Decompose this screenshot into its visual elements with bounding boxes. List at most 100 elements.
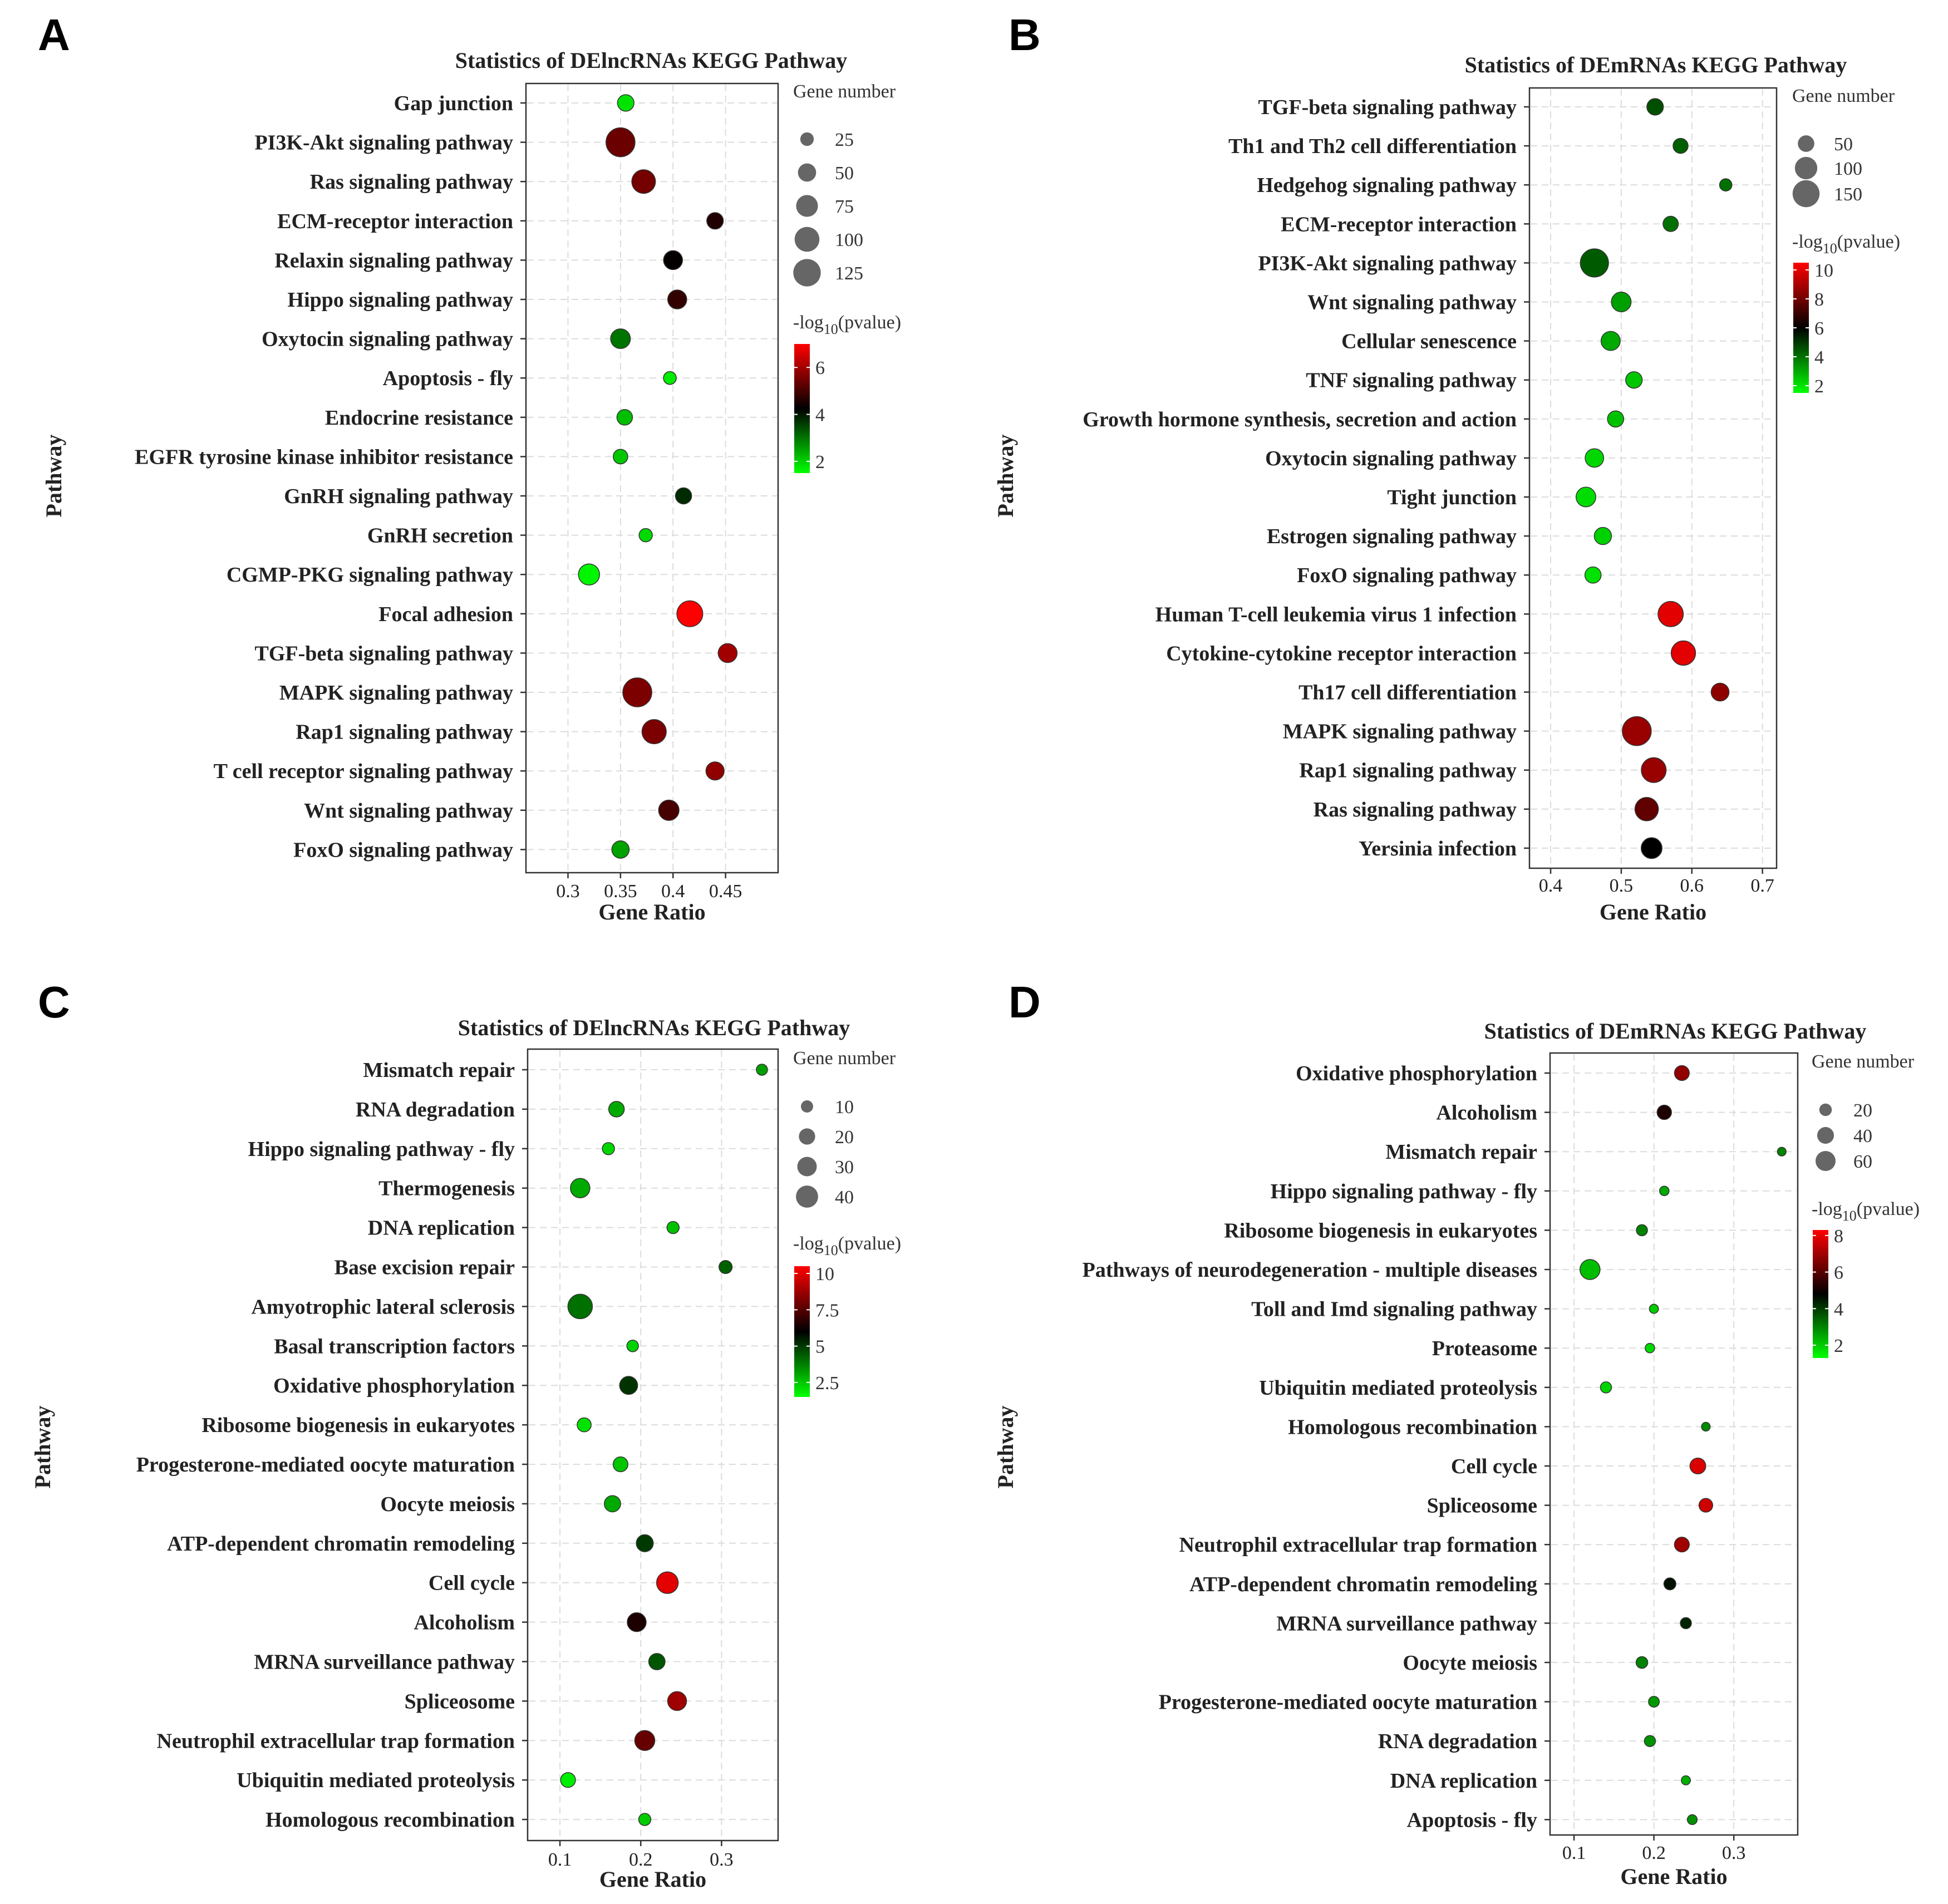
color-bar-label: 2 — [1814, 376, 1824, 397]
size-legend-label: 100 — [835, 230, 863, 250]
data-point — [1644, 1735, 1656, 1747]
pathway-label: Pathways of neurodegeneration - multiple… — [1083, 1258, 1537, 1282]
data-point — [1674, 1537, 1690, 1553]
panel-letter: B — [1009, 10, 1041, 60]
pathway-label: MAPK signaling pathway — [1283, 720, 1517, 744]
pathway-label: Growth hormone synthesis, secretion and … — [1083, 408, 1517, 431]
size-legend-dot — [1794, 156, 1818, 180]
chart-title: Statistics of DEmRNAs KEGG Pathway — [1465, 52, 1847, 77]
x-tick-label: 0.35 — [604, 881, 637, 902]
color-bar-label: 10 — [1814, 260, 1833, 281]
data-point — [1593, 527, 1612, 545]
x-tick-label: 0.3 — [710, 1849, 734, 1870]
data-point — [656, 1571, 679, 1594]
data-point — [1659, 1185, 1670, 1197]
data-point — [1777, 1147, 1787, 1157]
data-point — [658, 799, 680, 821]
pathway-label: Alcoholism — [1436, 1101, 1537, 1125]
color-bar-label: 6 — [815, 358, 825, 378]
data-point — [667, 289, 687, 309]
size-legend-dot — [1816, 1151, 1836, 1171]
x-tick-label: 0.3 — [556, 881, 580, 902]
color-bar-label: 8 — [1834, 1226, 1843, 1247]
color-bar-label: 10 — [815, 1264, 834, 1285]
data-point — [1646, 98, 1664, 116]
x-tick-label: 0.7 — [1750, 875, 1774, 896]
size-legend-label: 40 — [835, 1187, 854, 1208]
data-point — [1641, 757, 1667, 783]
plot-area — [525, 82, 779, 874]
data-point — [1634, 797, 1659, 821]
pathway-label: TGF-beta signaling pathway — [1258, 96, 1517, 119]
size-legend-label: 20 — [1853, 1100, 1872, 1121]
size-legend-title: Gene number — [1812, 1051, 1915, 1072]
data-point — [1710, 682, 1730, 702]
pathway-label: Ribosome biogenesis in eukaryotes — [201, 1414, 515, 1437]
panel-a: A Statistics of DElncRNAs KEGG Pathway 0.3… — [38, 10, 901, 924]
pathway-label: Tight junction — [1387, 486, 1517, 509]
pathway-label: EGFR tyrosine kinase inhibitor resistanc… — [135, 445, 513, 469]
plot-area — [1528, 87, 1778, 869]
pathway-label: Apoptosis - fly — [1407, 1808, 1537, 1832]
pathway-label: Homologous recombination — [265, 1808, 515, 1832]
color-bar — [1813, 1230, 1828, 1358]
data-point — [622, 677, 652, 707]
pathway-label: Toll and Imd signaling pathway — [1251, 1298, 1537, 1321]
data-point — [636, 1534, 654, 1552]
pathway-label: Oocyte meiosis — [380, 1493, 515, 1516]
data-point — [1674, 1065, 1690, 1081]
size-legend-label: 10 — [835, 1097, 854, 1118]
data-point — [577, 1417, 592, 1433]
pathway-label: T cell receptor signaling pathway — [214, 760, 513, 783]
data-point — [719, 1260, 733, 1275]
data-point — [613, 449, 628, 465]
color-bar — [794, 344, 810, 473]
data-point — [1600, 1381, 1612, 1394]
data-point — [1622, 716, 1652, 746]
data-point — [666, 1221, 680, 1234]
pathway-label: Estrogen signaling pathway — [1267, 525, 1517, 548]
data-point — [602, 1142, 615, 1155]
pathway-label: TGF-beta signaling pathway — [254, 642, 513, 665]
color-bar-label: 6 — [1814, 318, 1824, 339]
panel-c: C Statistics of DElncRNAs KEGG Pathway 0.1… — [30, 977, 901, 1892]
plot-area — [527, 1048, 779, 1842]
color-legend-title: -log10(pvalue) — [1792, 232, 1900, 257]
pathway-label: TNF signaling pathway — [1306, 369, 1517, 392]
data-point — [1645, 1342, 1655, 1354]
pathway-label: Th17 cell differentiation — [1298, 681, 1517, 705]
pathway-label: FoxO signaling pathway — [1297, 564, 1517, 587]
pathway-label: Rap1 signaling pathway — [296, 721, 513, 744]
color-legend-title: -log10(pvalue) — [793, 312, 901, 337]
pathway-label: Oxidative phosphorylation — [273, 1374, 515, 1398]
data-point — [619, 1376, 638, 1395]
data-point — [1663, 1577, 1676, 1591]
pathway-label: Th1 and Th2 cell differentiation — [1228, 135, 1517, 158]
pathway-label: Oxytocin signaling pathway — [262, 328, 513, 351]
size-legend-dot — [1792, 180, 1820, 208]
pathway-label: Hippo signaling pathway - fly — [248, 1138, 515, 1161]
data-point — [1698, 1498, 1713, 1513]
data-point — [634, 1730, 656, 1752]
chart-title: Statistics of DEmRNAs KEGG Pathway — [1484, 1019, 1867, 1044]
x-tick-label: 0.4 — [661, 881, 685, 902]
pathway-label: GnRH secretion — [367, 524, 513, 548]
data-point — [567, 1293, 593, 1320]
size-legend-dot — [800, 132, 814, 146]
pathway-label: MRNA surveillance pathway — [254, 1651, 515, 1674]
pathway-label: Spliceosome — [405, 1690, 515, 1713]
y-axis-title: Pathway — [993, 1406, 1018, 1489]
data-point — [626, 1340, 639, 1352]
pathway-label: Wnt signaling pathway — [1307, 291, 1517, 314]
chart-title: Statistics of DElncRNAs KEGG Pathway — [458, 1015, 850, 1040]
x-tick-label: 0.5 — [1610, 875, 1634, 896]
data-point — [1636, 1224, 1648, 1237]
x-tick-label: 0.45 — [709, 881, 742, 902]
data-point — [604, 1495, 621, 1513]
data-point — [1672, 137, 1689, 154]
pathway-label: Ribosome biogenesis in eukaryotes — [1224, 1219, 1537, 1242]
x-tick-label: 0.2 — [629, 1849, 653, 1870]
pathway-label: Mismatch repair — [363, 1059, 515, 1082]
pathway-label: Basal transcription factors — [274, 1335, 515, 1358]
data-point — [1649, 1303, 1659, 1314]
